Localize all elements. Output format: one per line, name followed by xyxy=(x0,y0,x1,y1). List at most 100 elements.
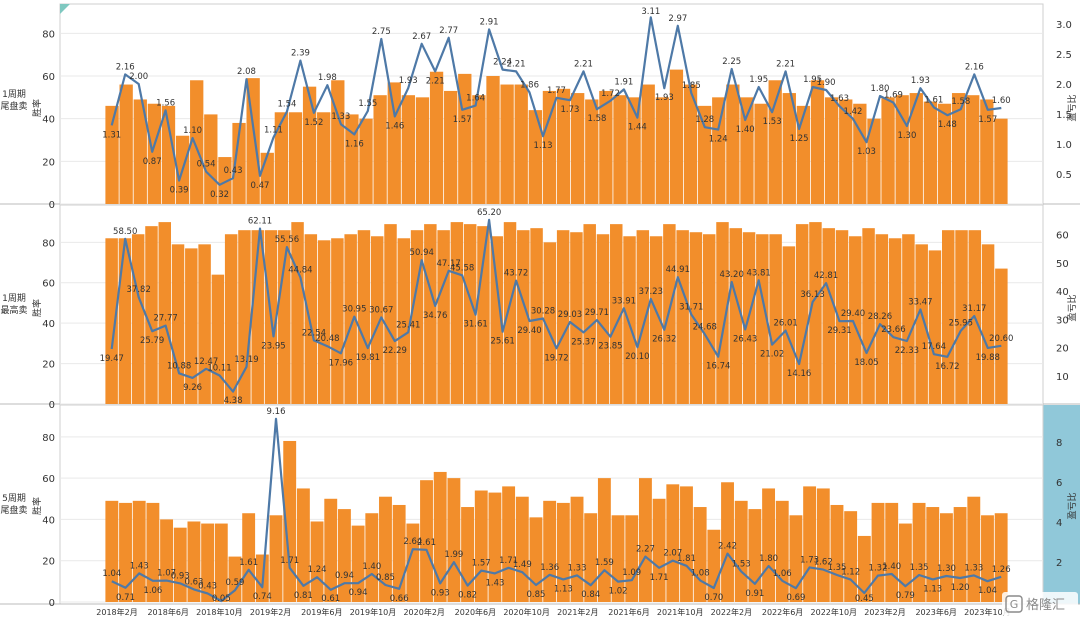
bar xyxy=(224,234,238,404)
data-label: 2.21 xyxy=(776,59,795,69)
bar xyxy=(835,230,849,404)
bar xyxy=(146,502,160,602)
data-label: 1.81 xyxy=(677,554,696,564)
bar xyxy=(477,226,490,404)
bar xyxy=(472,95,486,204)
bar xyxy=(397,238,411,404)
data-label: 1.04 xyxy=(102,569,121,579)
data-label: 1.61 xyxy=(924,95,943,105)
data-label: 22.54 xyxy=(302,328,326,338)
bar xyxy=(583,224,596,404)
bar xyxy=(345,114,359,204)
data-label: 1.28 xyxy=(695,115,714,125)
data-label: 0.79 xyxy=(896,591,915,601)
bar xyxy=(542,90,557,204)
data-label: 1.11 xyxy=(264,125,283,135)
bar xyxy=(119,84,133,204)
y-tick-right: 10 xyxy=(1056,372,1069,383)
bar xyxy=(570,232,583,404)
bar xyxy=(796,105,811,204)
bar xyxy=(171,244,185,404)
y-tick-right: 20 xyxy=(1056,344,1069,355)
bar xyxy=(610,224,623,404)
bar xyxy=(359,118,373,204)
bar xyxy=(689,232,703,404)
bar xyxy=(939,513,953,602)
bar xyxy=(782,93,796,204)
data-label: 0.61 xyxy=(321,594,340,604)
data-label: 23.95 xyxy=(261,341,285,351)
data-label: 1.31 xyxy=(102,130,121,140)
data-label: 1.48 xyxy=(938,120,957,130)
bar xyxy=(942,230,955,404)
data-label: 30.67 xyxy=(369,305,393,315)
corner-marker xyxy=(60,4,70,14)
data-label: 1.57 xyxy=(472,559,491,569)
data-label: 1.93 xyxy=(399,76,418,86)
bar xyxy=(105,238,118,404)
y-axis-title-right: 盈亏比 xyxy=(1066,492,1078,519)
y-tick-right: 1.0 xyxy=(1056,140,1072,151)
data-label: 31.71 xyxy=(679,302,703,312)
bar xyxy=(857,535,871,602)
y-tick-right: 2.5 xyxy=(1056,50,1072,61)
bar xyxy=(729,228,743,404)
data-label: 2.07 xyxy=(663,549,682,559)
bar xyxy=(450,222,464,404)
data-label: 2.61 xyxy=(417,538,436,548)
bar xyxy=(839,99,853,204)
bar xyxy=(584,513,598,602)
y-axis-title-left: 胜率 xyxy=(31,99,43,117)
x-tick-label: 2019年2月 xyxy=(250,607,291,617)
data-label: 0.59 xyxy=(226,578,245,588)
x-tick-label: 2023年10月 xyxy=(964,607,1011,617)
data-label: 23.66 xyxy=(881,325,905,335)
bar xyxy=(204,114,218,204)
data-label: 1.13 xyxy=(534,141,553,151)
bar xyxy=(488,492,502,602)
data-label: 1.69 xyxy=(884,91,903,101)
bar xyxy=(585,99,599,204)
bar xyxy=(365,513,379,602)
bar xyxy=(853,103,867,204)
data-label: 22.29 xyxy=(383,346,407,356)
data-label: 62.11 xyxy=(248,217,272,227)
data-label: 1.30 xyxy=(937,564,956,574)
y-tick-left: 40 xyxy=(42,319,55,330)
y-tick-right: 4 xyxy=(1056,518,1062,529)
y-tick-right: 0.5 xyxy=(1056,170,1072,181)
data-label: 2.24 xyxy=(493,58,512,68)
bar xyxy=(543,242,557,404)
data-label: 0.43 xyxy=(198,581,217,591)
bar xyxy=(105,500,119,602)
bar xyxy=(420,480,433,602)
y-tick-left: 20 xyxy=(42,360,55,371)
data-label: 25.41 xyxy=(396,320,420,330)
bar xyxy=(344,234,357,404)
y-tick-left: 60 xyxy=(42,474,55,485)
data-label: 1.59 xyxy=(595,558,614,568)
data-label: 58.50 xyxy=(113,227,137,237)
bar xyxy=(638,478,652,602)
bar xyxy=(702,234,716,404)
data-label: 1.90 xyxy=(817,78,836,88)
y-tick-left: 20 xyxy=(42,557,55,568)
data-label: 0.70 xyxy=(704,593,723,603)
data-label: 37.82 xyxy=(127,285,151,295)
y-tick-right: 6 xyxy=(1056,478,1062,489)
bar xyxy=(795,224,809,404)
svg-text:G: G xyxy=(1010,598,1019,611)
data-label: 0.94 xyxy=(349,588,368,598)
bar xyxy=(198,244,211,404)
data-label: 0.66 xyxy=(390,594,409,604)
data-label: 0.47 xyxy=(251,181,270,191)
data-label: 29.03 xyxy=(558,310,582,320)
y-tick-left: 60 xyxy=(42,279,55,290)
data-label: 1.32 xyxy=(869,564,888,574)
data-label: 13.19 xyxy=(234,355,258,365)
bar xyxy=(636,230,650,404)
bar xyxy=(613,95,627,204)
y-tick-right: 2 xyxy=(1056,558,1062,569)
data-label: 20.48 xyxy=(315,334,339,344)
